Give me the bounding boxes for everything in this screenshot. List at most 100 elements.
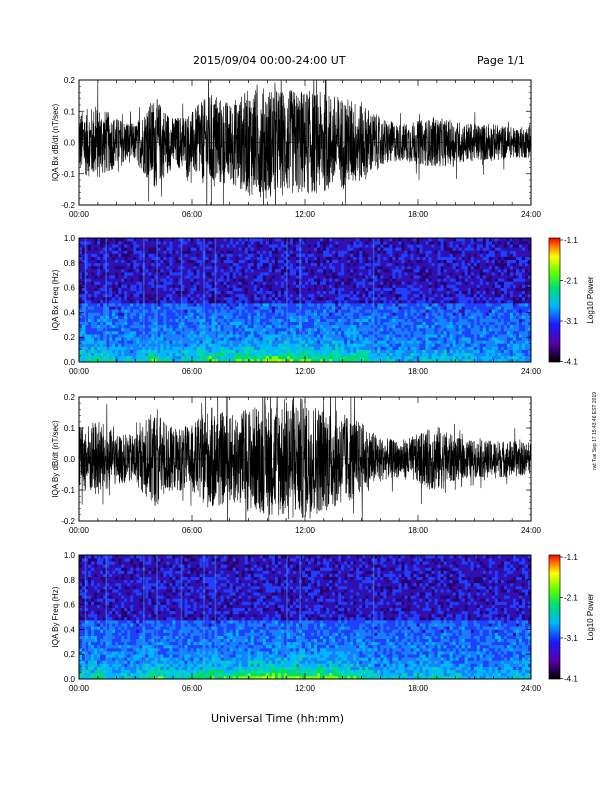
spectrogram-cell — [130, 281, 134, 285]
spectrogram-cell — [205, 287, 209, 291]
spectrogram-cell — [238, 278, 243, 282]
spectrogram-cell — [214, 321, 218, 326]
spectrogram-cell — [298, 238, 303, 242]
spectrogram-cell — [298, 256, 303, 260]
spectrogram-cell — [326, 337, 330, 341]
spectrogram-cell — [118, 355, 122, 360]
spectrogram-cell — [94, 287, 98, 291]
spectrogram-cell — [377, 265, 381, 270]
spectrogram-cell — [175, 281, 179, 285]
spectrogram-cell — [214, 275, 218, 279]
spectrogram-cell — [259, 337, 264, 341]
spectrogram-cell — [121, 265, 125, 270]
spectrogram-cell — [413, 343, 417, 347]
spectrogram-cell — [190, 284, 194, 288]
spectrogram-cell — [211, 241, 215, 245]
spectrogram-cell — [283, 256, 288, 260]
spectrogram-cell — [298, 315, 303, 319]
spectrogram-cell — [443, 269, 447, 273]
spectrogram-cell — [314, 327, 318, 332]
spectrogram-cell — [202, 358, 206, 363]
spectrogram-cell — [220, 262, 224, 267]
spectrogram-cell — [199, 250, 203, 254]
spectrogram-cell — [97, 300, 101, 304]
spectrogram-cell — [151, 300, 155, 304]
spectrogram-cell — [323, 337, 327, 341]
spectrogram-cell — [217, 346, 221, 350]
spectrogram-cell — [253, 303, 258, 307]
spectrogram-cell — [112, 340, 116, 344]
spectrogram-cell — [256, 331, 261, 335]
spectrogram-cell — [154, 296, 158, 301]
spectrogram-cell — [124, 312, 128, 316]
spectrogram-cell — [202, 318, 206, 322]
spectrogram-cell — [169, 334, 173, 338]
spectrogram-cell — [317, 340, 321, 344]
spectrogram-cell — [250, 355, 255, 360]
spectrogram-cell — [428, 300, 432, 304]
spectrogram-cell — [181, 241, 185, 245]
spectrogram-cell — [410, 358, 414, 363]
spectrogram-cell — [241, 244, 246, 248]
spectrogram-cell — [160, 318, 164, 322]
spectrogram-cell — [425, 331, 429, 335]
spectrogram-cell — [208, 253, 212, 257]
spectrogram-cell — [208, 306, 212, 310]
spectrogram-cell — [344, 256, 348, 260]
spectrogram-cell — [103, 337, 107, 341]
spectrogram-cell — [428, 327, 432, 332]
spectrogram-cell — [145, 256, 149, 260]
spectrogram-cell — [214, 281, 218, 285]
spectrogram-cell — [292, 334, 297, 338]
spectrogram-cell — [443, 358, 447, 363]
spectrogram-cell — [407, 250, 411, 254]
spectrogram-cell — [292, 241, 297, 245]
spectrogram-cell — [329, 303, 333, 307]
spectrogram-cell — [353, 253, 357, 257]
spectrogram-cell — [115, 300, 119, 304]
spectrogram-cell — [103, 259, 107, 264]
spectrogram-cell — [175, 284, 179, 288]
spectrogram-cell — [380, 343, 384, 347]
spectrogram-cell — [238, 324, 243, 329]
spectrogram-cell — [109, 238, 113, 242]
spectrogram-cell — [262, 238, 267, 242]
spectrogram-cell — [449, 253, 453, 257]
spectrogram-cell — [301, 315, 306, 319]
spectrogram-cell — [280, 281, 285, 285]
spectrogram-cell — [154, 318, 158, 322]
spectrogram-cell — [223, 318, 227, 322]
spectrogram-cell — [157, 346, 161, 350]
spectrogram-cell — [292, 296, 297, 301]
spectrogram-cell — [190, 349, 194, 353]
spectrogram-cell — [329, 259, 333, 264]
spectrogram-cell — [377, 256, 381, 260]
spectrogram-cell — [289, 318, 294, 322]
spectrogram-cell — [157, 315, 161, 319]
spectrogram-cell — [220, 355, 224, 360]
spectrogram-cell — [190, 315, 194, 319]
spectrogram-cell — [133, 352, 137, 357]
spectrogram-cell — [365, 281, 369, 285]
spectrogram-cell — [178, 284, 182, 288]
spectrogram-cell — [235, 265, 239, 270]
spectrogram-cell — [97, 306, 101, 310]
spectrogram-cell — [335, 343, 339, 347]
spectrogram-cell — [142, 244, 146, 248]
spectrogram-cell — [79, 321, 83, 326]
spectrogram-cell — [223, 331, 227, 335]
spectrogram-cell — [202, 334, 206, 338]
spectrogram-cell — [154, 315, 158, 319]
spectrogram-cell — [347, 241, 351, 245]
spectrogram-cell — [274, 324, 279, 329]
spectrogram-cell — [323, 318, 327, 322]
spectrogram-cell — [166, 355, 170, 360]
spectrogram-cell — [112, 343, 116, 347]
spectrogram-cell — [250, 284, 255, 288]
spectrogram-cell — [280, 247, 285, 251]
spectrogram-cell — [398, 331, 402, 335]
spectrogram-cell — [326, 321, 330, 326]
spectrogram-cell — [136, 306, 140, 310]
spectrogram-cell — [214, 346, 218, 350]
spectrogram-cell — [386, 256, 390, 260]
